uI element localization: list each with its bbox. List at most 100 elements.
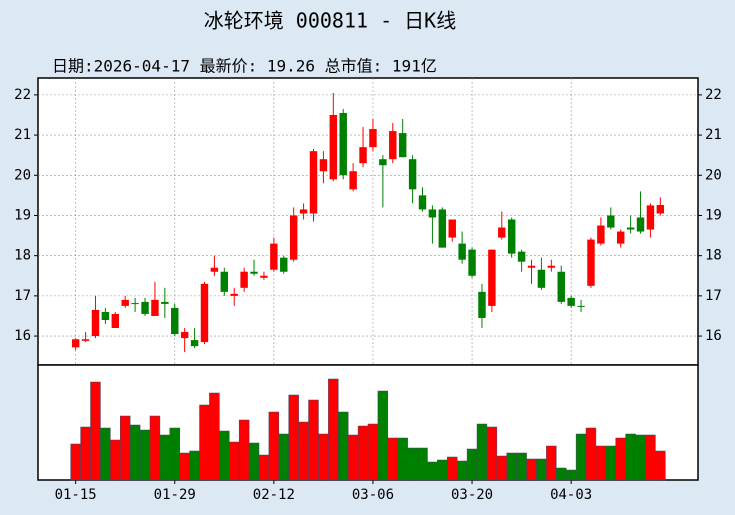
candle-body: [567, 297, 575, 306]
volume-bar: [179, 452, 190, 481]
candle-body: [537, 269, 546, 288]
volume-bar: [516, 452, 527, 481]
candle-body: [260, 275, 268, 278]
volume-bar: [129, 424, 141, 481]
candle-body: [349, 171, 357, 190]
candle-body: [299, 209, 308, 214]
volume-bar: [486, 426, 498, 481]
candle-body: [616, 231, 625, 244]
volume-bar: [149, 415, 161, 481]
volume-bar: [595, 445, 607, 481]
volume-bar: [169, 427, 180, 481]
candle-body: [250, 271, 258, 274]
candle-body: [507, 219, 516, 254]
volume-bar: [635, 434, 646, 481]
candle-body: [547, 265, 556, 268]
volume-bar: [139, 429, 151, 481]
volume-bar: [615, 437, 626, 481]
y2-tick-label: 18: [705, 248, 722, 264]
candle-body: [161, 301, 169, 304]
volume-bar: [90, 381, 101, 481]
candle-body: [587, 239, 595, 286]
volume-bar: [100, 427, 111, 481]
x-tick-label: 01-15: [55, 487, 97, 503]
candle-body: [389, 131, 397, 160]
volume-bar: [575, 433, 587, 481]
y-tick-label: 16: [14, 328, 31, 344]
y-tick-label: 18: [14, 248, 31, 264]
volume-bar: [189, 450, 200, 481]
candle-body: [240, 271, 248, 288]
y-tick-label: 22: [14, 87, 31, 103]
volume-bar: [80, 426, 91, 481]
volume-bar: [645, 434, 656, 481]
volume-bar: [219, 430, 230, 481]
x-tick-label: 03-06: [352, 487, 394, 503]
candle-body: [309, 151, 318, 214]
volume-bar: [328, 378, 339, 481]
candle-body: [141, 301, 149, 314]
candle-body: [626, 227, 635, 230]
volume-bar: [585, 427, 597, 481]
candle-body: [488, 249, 496, 306]
volume-bar: [248, 442, 260, 481]
x-tick-label: 01-29: [154, 487, 196, 503]
candle-body: [131, 303, 139, 305]
volume-bar: [456, 460, 468, 481]
candle-body: [458, 243, 466, 260]
candle-body: [210, 267, 219, 272]
volume-bar: [298, 421, 309, 481]
volume-bar: [605, 445, 616, 481]
candle-body: [101, 311, 110, 320]
y-tick-label: 17: [14, 288, 31, 304]
candle-body: [220, 271, 229, 292]
candle-body: [448, 219, 456, 238]
candle-body: [646, 205, 655, 230]
candle-body: [190, 340, 199, 347]
candle-body: [280, 257, 288, 272]
candle-body: [270, 243, 278, 270]
candle-body: [438, 209, 447, 248]
volume-bar: [209, 392, 220, 481]
candle-body: [418, 195, 427, 210]
x-tick-label: 02-12: [253, 487, 295, 503]
price-panel: [37, 77, 699, 366]
candle-body: [656, 205, 665, 214]
y-tick-label: 21: [14, 127, 31, 143]
y2-tick-label: 20: [705, 167, 722, 183]
volume-bar: [397, 437, 408, 481]
candle-body: [180, 332, 189, 339]
volume-bar: [387, 437, 398, 481]
candle-body: [171, 307, 179, 335]
volume-bar: [407, 447, 418, 481]
candle-body: [428, 209, 437, 218]
candle-body: [71, 339, 80, 348]
volume-bar: [437, 459, 448, 481]
candle-body: [91, 309, 100, 337]
volume-bar: [377, 390, 389, 481]
volume-bar: [199, 404, 210, 481]
candle-body: [121, 299, 129, 306]
volume-bar: [526, 458, 537, 481]
volume-bar: [536, 458, 547, 481]
candle-body: [111, 313, 120, 329]
candle-body: [339, 112, 347, 176]
volume-bar: [496, 455, 507, 481]
volume-bar: [427, 461, 438, 481]
volume-bar: [338, 411, 349, 481]
candle-body: [498, 227, 506, 238]
candle-body: [577, 305, 585, 307]
y2-tick-label: 21: [705, 127, 722, 143]
candle-body: [359, 147, 367, 164]
candle-body: [557, 271, 565, 302]
candle-body: [329, 114, 338, 180]
candle-body: [517, 251, 526, 262]
candle-body: [468, 249, 476, 276]
candle-body: [636, 217, 645, 232]
chart-title: 冰轮环境 000811 - 日K线: [204, 9, 456, 33]
volume-bar: [565, 469, 577, 481]
volume-bar: [159, 434, 171, 481]
volume-bar: [258, 454, 270, 481]
volume-bar: [318, 433, 329, 481]
